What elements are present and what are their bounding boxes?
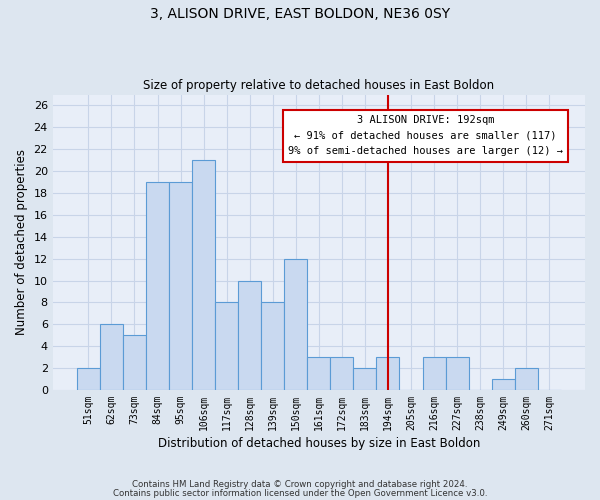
Bar (307, 357, 331, 390)
Bar (376, 357, 400, 390)
Bar (169, 182, 192, 390)
Y-axis label: Number of detached properties: Number of detached properties (15, 149, 28, 335)
Title: Size of property relative to detached houses in East Boldon: Size of property relative to detached ho… (143, 79, 494, 92)
Bar (77, 368, 100, 390)
Bar (123, 335, 146, 390)
Text: Contains HM Land Registry data © Crown copyright and database right 2024.: Contains HM Land Registry data © Crown c… (132, 480, 468, 489)
Bar (192, 160, 215, 390)
Bar (284, 258, 307, 390)
Text: 3 ALISON DRIVE: 192sqm
← 91% of detached houses are smaller (117)
9% of semi-det: 3 ALISON DRIVE: 192sqm ← 91% of detached… (288, 115, 563, 156)
Bar (491, 379, 515, 390)
Bar (446, 357, 469, 390)
Bar (261, 302, 284, 390)
Text: 3, ALISON DRIVE, EAST BOLDON, NE36 0SY: 3, ALISON DRIVE, EAST BOLDON, NE36 0SY (150, 8, 450, 22)
Bar (238, 280, 261, 390)
Bar (515, 368, 538, 390)
Bar (100, 324, 123, 390)
X-axis label: Distribution of detached houses by size in East Boldon: Distribution of detached houses by size … (158, 437, 480, 450)
Bar (353, 368, 376, 390)
Text: Contains public sector information licensed under the Open Government Licence v3: Contains public sector information licen… (113, 488, 487, 498)
Bar (422, 357, 446, 390)
Bar (215, 302, 238, 390)
Bar (146, 182, 169, 390)
Bar (331, 357, 353, 390)
